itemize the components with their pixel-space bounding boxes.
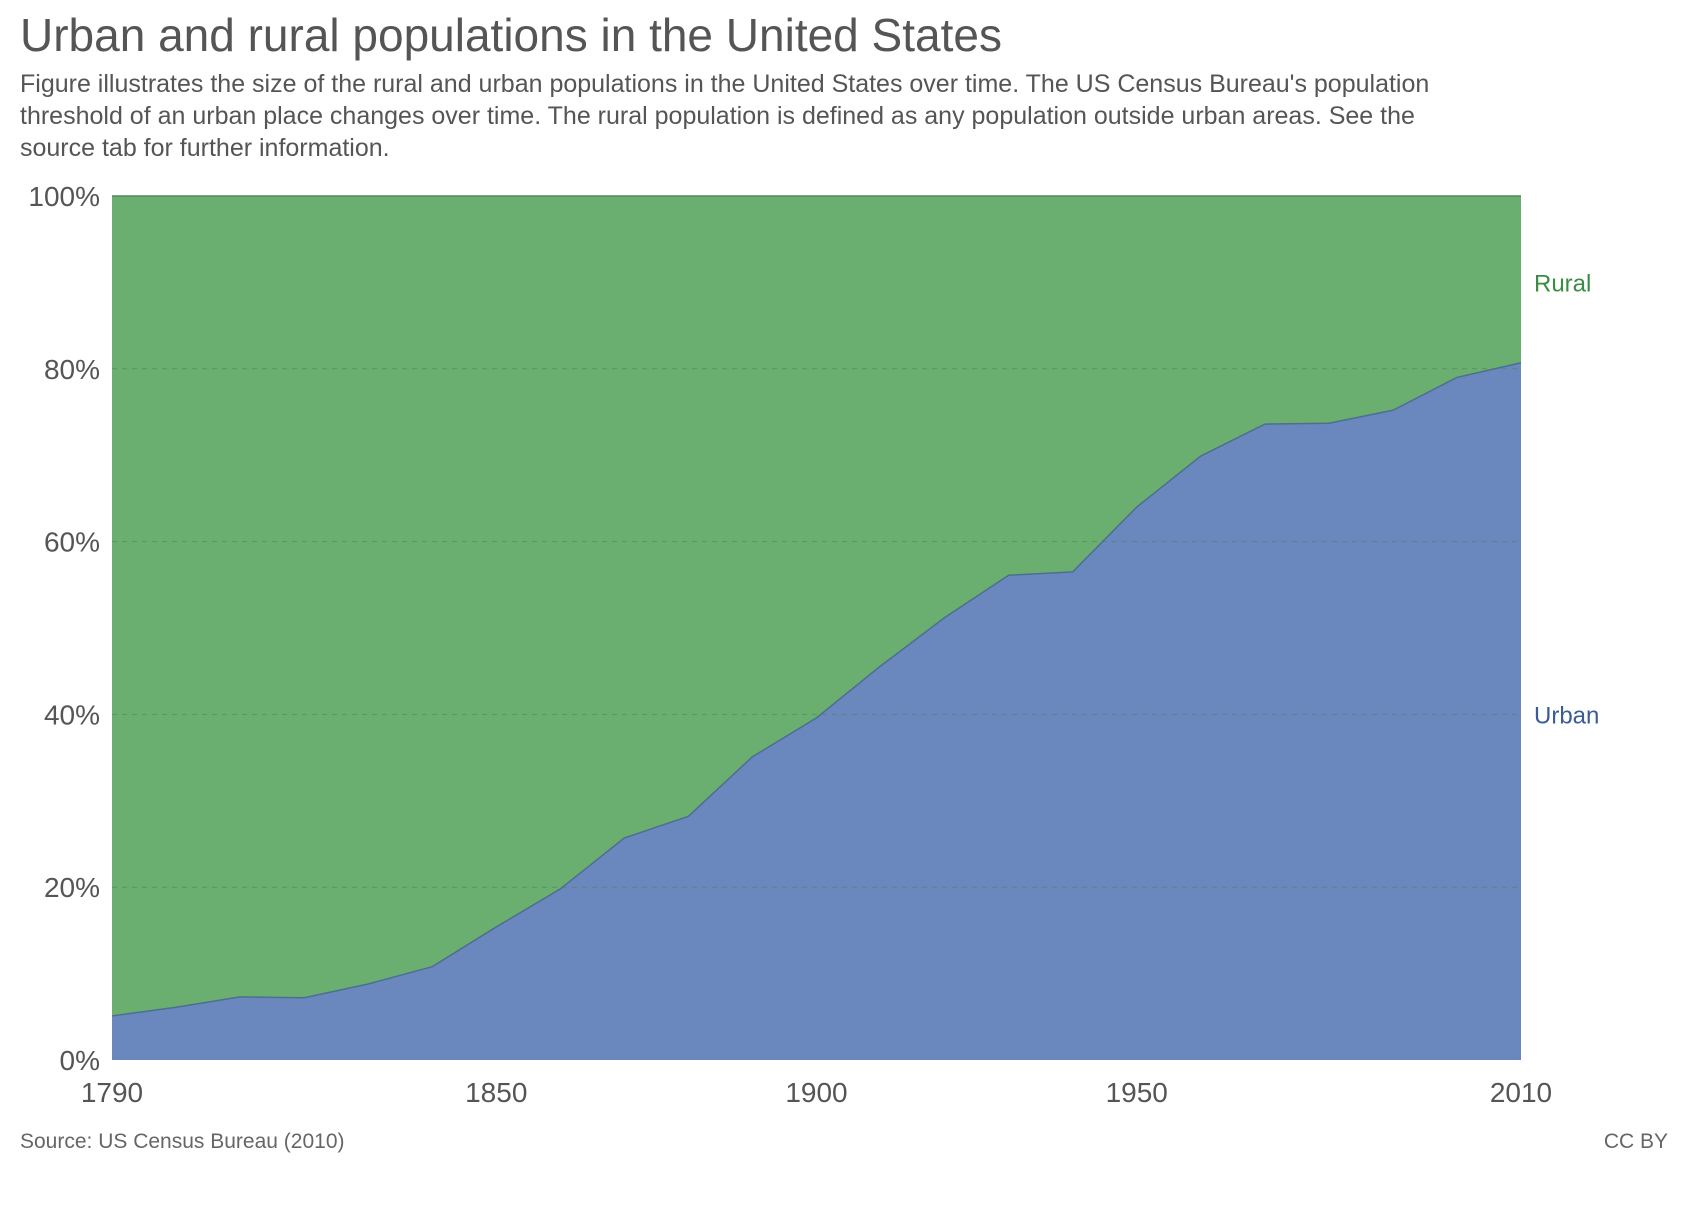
x-tick-label: 1950 (1106, 1077, 1168, 1108)
chart-subtitle: Figure illustrates the size of the rural… (20, 70, 1430, 162)
x-axis-ticks: 1790 1850 1900 1950 2010 (81, 1077, 1552, 1108)
area-rural (112, 196, 1521, 1016)
y-axis-ticks: 0% 20% 40% 60% 80% 100% (28, 181, 100, 1076)
chart-title: Urban and rural populations in the Unite… (20, 9, 1002, 61)
y-tick-label: 0% (60, 1045, 100, 1076)
y-tick-label: 40% (44, 699, 100, 730)
x-tick-label: 1900 (785, 1077, 847, 1108)
y-tick-label: 80% (44, 354, 100, 385)
urban-boundary-line (111, 362, 1522, 1017)
y-tick-label: 60% (44, 527, 100, 558)
area-urban (112, 362, 1521, 1060)
chart-gridlines (112, 368, 1521, 888)
series-labels: Urban Rural (1534, 270, 1599, 729)
chart-areas (111, 195, 1522, 1060)
y-tick-label: 100% (28, 181, 100, 212)
x-tick-label: 1790 (81, 1077, 143, 1108)
series-label-urban: Urban (1534, 702, 1599, 729)
x-tick-label: 1850 (465, 1077, 527, 1108)
license-note: CC BY (1603, 1130, 1668, 1153)
x-tick-label: 2010 (1490, 1077, 1552, 1108)
series-label-rural: Rural (1534, 270, 1591, 297)
y-tick-label: 20% (44, 872, 100, 903)
source-note: Source: US Census Bureau (2010) (20, 1130, 345, 1153)
